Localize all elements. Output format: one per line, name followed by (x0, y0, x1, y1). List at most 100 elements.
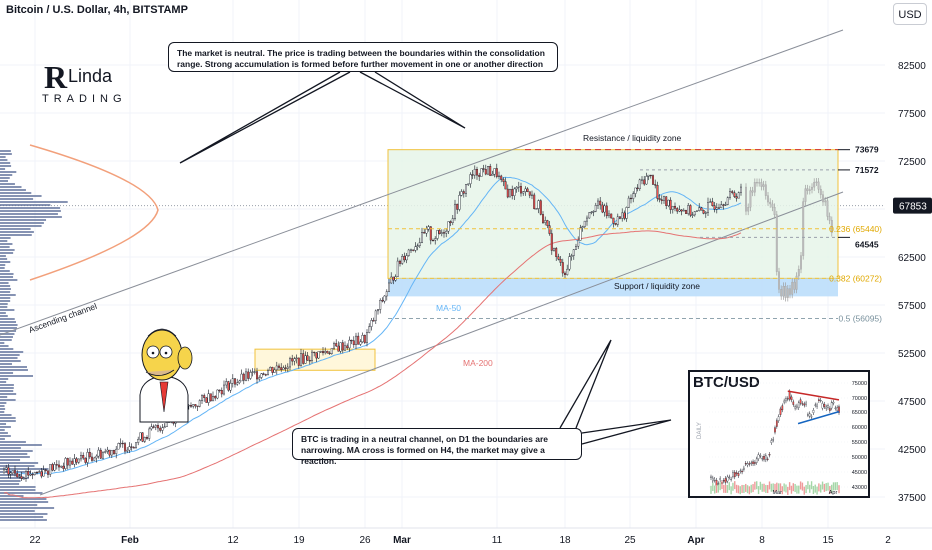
candle-body (84, 457, 87, 463)
candle-body (676, 208, 679, 212)
profile-bar (0, 378, 9, 380)
projection-body (815, 181, 818, 183)
candle-body (555, 248, 558, 257)
profile-bar (0, 318, 15, 320)
candle-body (663, 196, 666, 201)
candle-body (134, 442, 137, 448)
inset-side-label: DAILY (697, 422, 703, 439)
inset-candle-body (777, 416, 780, 421)
inset-volume-bar (746, 485, 749, 494)
candle-body (20, 476, 23, 479)
price-tick-label: 37500 (898, 493, 926, 504)
candle-body (143, 437, 146, 442)
inset-candle-body (803, 403, 806, 406)
profile-bar (0, 312, 6, 314)
candle-body (233, 378, 236, 385)
inset-candle-body (750, 462, 753, 464)
candle-body (665, 196, 668, 206)
inset-candle-body (829, 408, 831, 411)
candle-body (603, 205, 606, 213)
inset-candle-body (819, 400, 822, 402)
candle-body (610, 213, 613, 219)
profile-bar (0, 288, 11, 290)
profile-bar (0, 246, 10, 248)
profile-bar (0, 240, 8, 242)
figure-pupil-right (164, 351, 168, 355)
inset-candle-body (735, 472, 738, 475)
candle-body (104, 451, 107, 453)
candle-body (403, 256, 406, 261)
currency-button[interactable]: USD (893, 3, 927, 25)
inset-tick-label: 75000 (852, 381, 867, 387)
projection-body (797, 269, 800, 277)
candle-body (286, 366, 289, 369)
candle-body (82, 455, 85, 459)
profile-bar (0, 198, 34, 200)
projection-body (767, 195, 769, 203)
candle-body (709, 201, 712, 203)
candle-body (467, 183, 470, 185)
projection-body (771, 203, 774, 208)
projection-body (769, 201, 772, 205)
candle-body (11, 470, 14, 474)
inset-candle-body (726, 476, 729, 482)
inset-volume-bar (772, 483, 774, 492)
candle-body (126, 449, 129, 452)
candle-body (625, 207, 628, 219)
profile-bar (0, 354, 20, 356)
candle-body (73, 458, 76, 465)
candle-body (40, 471, 43, 477)
profile-bar (0, 321, 17, 323)
inset-candle-body (779, 408, 782, 415)
inset-candle-body (757, 454, 760, 459)
candle-body (328, 352, 331, 355)
profile-bar (0, 510, 35, 512)
candle-body (25, 470, 28, 479)
projection-body (786, 288, 789, 298)
profile-bar (0, 261, 11, 263)
profile-bar (0, 315, 8, 317)
candle-body (36, 472, 39, 474)
candle-body (152, 426, 155, 428)
candle-body (123, 443, 126, 452)
candle-body (616, 216, 619, 225)
price-tick-label: 82500 (898, 61, 926, 72)
profile-bar (0, 210, 61, 212)
inset-candle-body (794, 406, 796, 409)
candle-body (315, 352, 318, 359)
candle-body (297, 357, 300, 366)
candle-body (495, 168, 498, 177)
inset-candle-body (717, 483, 720, 485)
candle-body (79, 455, 82, 460)
profile-bar (0, 168, 6, 170)
candle-body (22, 478, 25, 480)
profile-bar (0, 453, 28, 455)
profile-bar (0, 414, 12, 416)
projection-body (782, 286, 785, 297)
profile-bar (0, 300, 11, 302)
candle-body (493, 168, 496, 175)
inset-tick-label: 43000 (852, 485, 867, 491)
candle-body (568, 256, 571, 270)
candle-body (524, 188, 527, 192)
inset-volume-bar (838, 485, 840, 494)
projection-body (775, 214, 778, 272)
inset-tick-label: 45000 (852, 470, 867, 476)
svg-text:TRADING: TRADING (42, 93, 127, 105)
profile-bar (0, 396, 8, 398)
candle-body (445, 230, 448, 234)
inset-volume-bar (712, 483, 714, 492)
price-tick-label: 47500 (898, 397, 926, 408)
inset-candle-body (775, 420, 778, 427)
profile-bar (0, 468, 49, 470)
candle-body (335, 343, 338, 347)
inset-candle-body (812, 410, 815, 413)
inset-candle-body (728, 476, 731, 478)
candle-body (656, 185, 659, 199)
candle-body (161, 427, 164, 431)
candle-body (295, 357, 298, 359)
profile-bar (0, 264, 6, 266)
inset-volume-bar (812, 486, 815, 495)
candle-body (412, 249, 415, 251)
candle-body (570, 255, 573, 257)
